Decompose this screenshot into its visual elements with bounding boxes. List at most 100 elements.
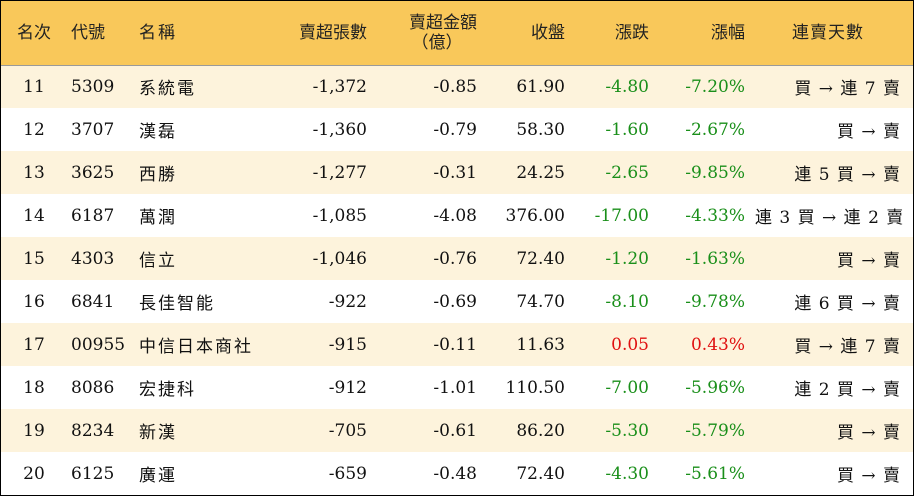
cell-rank: 15 — [23, 248, 45, 269]
cell-net-sell-amount: -0.69 — [433, 291, 477, 312]
cell-close: 61.90 — [516, 76, 565, 97]
cell-code: 3707 — [71, 119, 115, 140]
cell-net-sell-lots: -912 — [328, 377, 367, 398]
cell-rank: 14 — [23, 205, 45, 226]
cell-net-sell-amount: -0.79 — [433, 119, 477, 140]
cell-net-sell-lots: -915 — [328, 334, 367, 355]
header-change: 漲跌 — [575, 1, 659, 66]
cell-name: 信立 — [139, 251, 177, 271]
cell-streak: 買 → 連 7 賣 — [794, 79, 901, 100]
cell-streak: 買 → 賣 — [836, 423, 901, 443]
cell-change-pct: -1.63% — [685, 248, 745, 269]
cell-net-sell-lots: -659 — [328, 463, 367, 484]
table-row: 11 5309 系統電 -1,372 -0.85 61.90 -4.80 -7.… — [1, 65, 913, 108]
cell-close: 86.20 — [516, 420, 565, 441]
cell-streak: 買 → 賣 — [836, 122, 901, 142]
table-header-row: 名次 代號 名稱 賣超張數 賣超金額 （億） 收盤 漲跌 漲幅 連賣天數 — [1, 1, 913, 66]
cell-close: 58.30 — [516, 119, 565, 140]
cell-streak: 連 6 買 → 賣 — [794, 294, 901, 314]
cell-change: -4.80 — [605, 76, 649, 97]
header-streak: 連賣天數 — [755, 1, 913, 66]
cell-code: 4303 — [71, 248, 115, 269]
header-rank: 名次 — [1, 1, 67, 66]
cell-net-sell-lots: -922 — [328, 291, 367, 312]
cell-streak: 買 → 賣 — [836, 466, 901, 486]
cell-net-sell-lots: -1,085 — [312, 205, 367, 226]
table-row: 13 3625 西勝 -1,277 -0.31 24.25 -2.65 -9.8… — [1, 151, 913, 194]
cell-rank: 12 — [23, 119, 45, 140]
cell-close: 24.25 — [516, 162, 565, 183]
header-net-sell-amount: 賣超金額 （億） — [377, 1, 487, 66]
table-row: 15 4303 信立 -1,046 -0.76 72.40 -1.20 -1.6… — [1, 237, 913, 280]
cell-streak: 連 3 買 → 連 2 賣 — [755, 208, 905, 228]
table-row: 14 6187 萬潤 -1,085 -4.08 376.00 -17.00 -4… — [1, 194, 913, 237]
header-change-pct: 漲幅 — [659, 1, 755, 66]
cell-net-sell-amount: -0.76 — [433, 248, 477, 269]
header-name: 名稱 — [135, 1, 277, 66]
cell-net-sell-lots: -1,360 — [312, 119, 367, 140]
cell-rank: 16 — [23, 291, 45, 312]
cell-close: 72.40 — [516, 248, 565, 269]
table-body: 11 5309 系統電 -1,372 -0.85 61.90 -4.80 -7.… — [1, 65, 913, 495]
cell-net-sell-lots: -1,277 — [312, 162, 367, 183]
header-close: 收盤 — [487, 1, 575, 66]
cell-name: 長佳智能 — [139, 294, 215, 314]
cell-streak: 買 → 賣 — [836, 251, 901, 271]
cell-change-pct: -9.78% — [685, 291, 745, 312]
cell-net-sell-lots: -1,046 — [312, 248, 367, 269]
cell-code: 00955 — [71, 334, 126, 355]
cell-net-sell-amount: -0.31 — [433, 162, 477, 183]
cell-close: 74.70 — [516, 291, 565, 312]
cell-name: 系統電 — [139, 79, 196, 100]
cell-streak: 買 → 連 7 賣 — [794, 337, 901, 357]
cell-rank: 20 — [23, 463, 45, 484]
header-net-sell-lots: 賣超張數 — [277, 1, 377, 66]
cell-name: 西勝 — [139, 165, 177, 185]
cell-change-pct: -5.79% — [685, 420, 745, 441]
cell-streak: 連 2 買 → 賣 — [794, 380, 901, 400]
cell-rank: 17 — [23, 334, 45, 355]
cell-net-sell-lots: -1,372 — [312, 76, 367, 97]
cell-rank: 13 — [23, 162, 45, 183]
cell-close: 110.50 — [505, 377, 565, 398]
cell-change-pct: -4.33% — [685, 205, 745, 226]
cell-net-sell-amount: -1.01 — [433, 377, 477, 398]
cell-change: -5.30 — [605, 420, 649, 441]
cell-change-pct: -2.67% — [685, 119, 745, 140]
cell-code: 6125 — [71, 463, 115, 484]
header-net-sell-amount-unit: （億） — [411, 32, 463, 53]
cell-close: 72.40 — [516, 463, 565, 484]
cell-change: -4.30 — [605, 463, 649, 484]
cell-streak: 連 5 買 → 賣 — [794, 165, 901, 185]
cell-rank: 11 — [23, 76, 45, 97]
cell-net-sell-amount: -0.48 — [433, 463, 477, 484]
cell-change: -8.10 — [605, 291, 649, 312]
cell-name: 廣運 — [139, 466, 177, 486]
cell-net-sell-amount: -0.85 — [433, 76, 477, 97]
table-row: 16 6841 長佳智能 -922 -0.69 74.70 -8.10 -9.7… — [1, 280, 913, 323]
cell-code: 6187 — [71, 205, 115, 226]
cell-name: 漢磊 — [139, 122, 177, 142]
cell-name: 萬潤 — [139, 208, 177, 228]
cell-change: -2.65 — [605, 162, 649, 183]
cell-close: 376.00 — [505, 205, 565, 226]
cell-change-pct: -9.85% — [685, 162, 745, 183]
cell-change-pct: -5.61% — [685, 463, 745, 484]
cell-code: 6841 — [71, 291, 115, 312]
cell-change: -1.60 — [605, 119, 649, 140]
cell-change: -17.00 — [594, 205, 649, 226]
header-net-sell-amount-label: 賣超金額 — [409, 12, 477, 33]
cell-change: 0.05 — [611, 334, 649, 355]
cell-code: 8234 — [71, 420, 115, 441]
table-row: 18 8086 宏捷科 -912 -1.01 110.50 -7.00 -5.9… — [1, 366, 913, 409]
cell-name: 中信日本商社 — [139, 337, 253, 357]
table-row: 20 6125 廣運 -659 -0.48 72.40 -4.30 -5.61%… — [1, 452, 913, 495]
cell-change: -7.00 — [605, 377, 649, 398]
cell-change-pct: 0.43% — [690, 334, 745, 355]
cell-rank: 18 — [23, 377, 45, 398]
cell-name: 宏捷科 — [139, 380, 196, 400]
cell-net-sell-amount: -4.08 — [433, 205, 477, 226]
cell-change: -1.20 — [605, 248, 649, 269]
